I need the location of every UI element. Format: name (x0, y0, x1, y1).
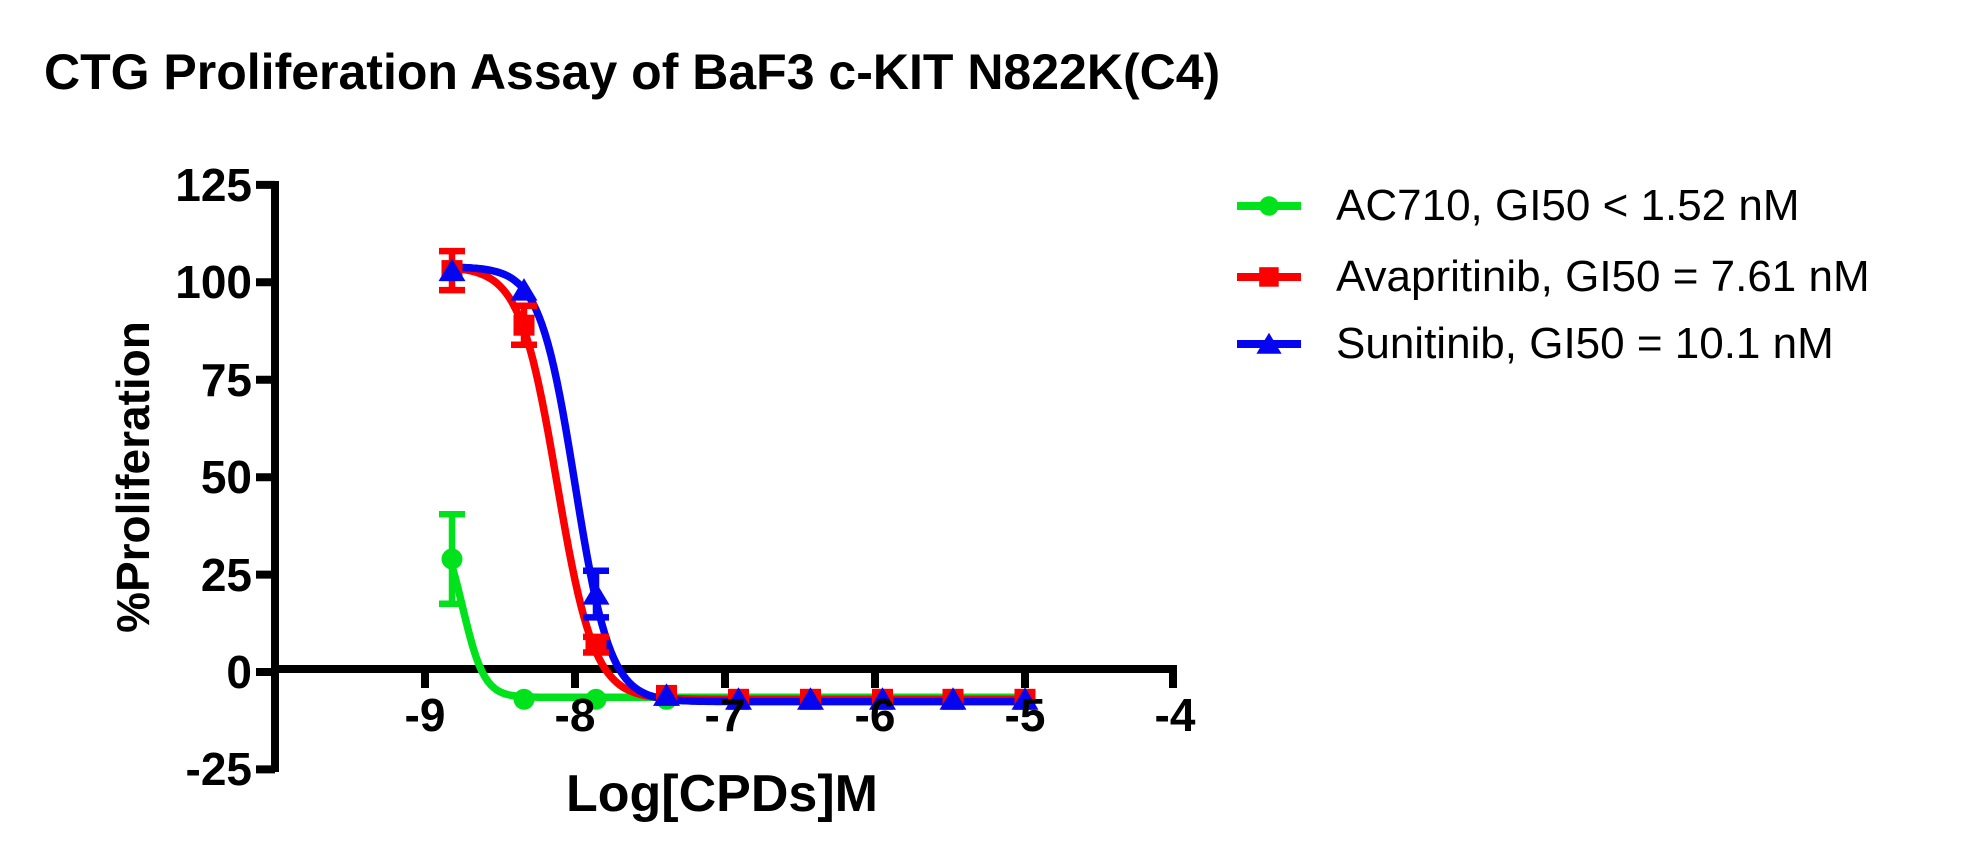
marker-circle-ac710 (441, 548, 463, 570)
marker-square-avapritinib (513, 314, 535, 336)
fit-curve-ac710 (448, 562, 1029, 702)
x-axis-title: Log[CPDs]M (566, 765, 878, 823)
y-tick-label-125: 125 (175, 159, 252, 211)
marker-triangle-sunitinib (438, 258, 466, 282)
x-tick-label-neg7: -7 (704, 689, 746, 741)
chart-title: CTG Proliferation Assay of BaF3 c-KIT N8… (44, 44, 1221, 100)
fit-curve-sunitinib (448, 263, 1029, 706)
x-tick-label-neg5: -5 (1004, 689, 1046, 741)
x-tick-label-neg4: -4 (1154, 689, 1196, 741)
marker-triangle-sunitinib (725, 687, 752, 710)
x-tick-label-neg6: -6 (854, 689, 896, 741)
marker-triangle-sunitinib (653, 683, 680, 706)
legend-label-ac710: AC710, GI50 < 1.52 nM (1336, 181, 1800, 230)
y-tick-label-0: 0 (226, 646, 252, 698)
marker-triangle-sunitinib (510, 278, 538, 301)
y-tick-label-25: 25 (200, 549, 252, 601)
legend-label-avapritinib: Avapritinib, GI50 = 7.61 nM (1336, 252, 1870, 301)
marker-circle-ac710 (1259, 196, 1279, 216)
marker-circle-ac710 (585, 688, 607, 710)
marker-triangle-sunitinib (582, 582, 610, 605)
y-tick-label-100: 100 (175, 256, 252, 308)
y-tick-label-50: 50 (200, 451, 252, 503)
marker-triangle-sunitinib (797, 687, 824, 710)
x-tick-label-neg8: -8 (554, 689, 596, 741)
y-tick-label-75: 75 (200, 354, 252, 406)
marker-square-avapritinib (1259, 267, 1279, 287)
x-tick-label-neg9: -9 (404, 689, 446, 741)
marker-triangle-sunitinib (869, 687, 896, 710)
marker-triangle-sunitinib (1256, 332, 1282, 354)
legend-label-sunitinib: Sunitinib, GI50 = 10.1 nM (1336, 319, 1834, 368)
marker-triangle-sunitinib (1011, 687, 1039, 710)
marker-triangle-sunitinib (939, 687, 967, 710)
marker-circle-ac710 (513, 688, 535, 710)
fit-curve-avapritinib (448, 264, 1029, 704)
y-tick-label-neg25: -25 (185, 743, 252, 795)
marker-square-avapritinib (585, 634, 607, 656)
